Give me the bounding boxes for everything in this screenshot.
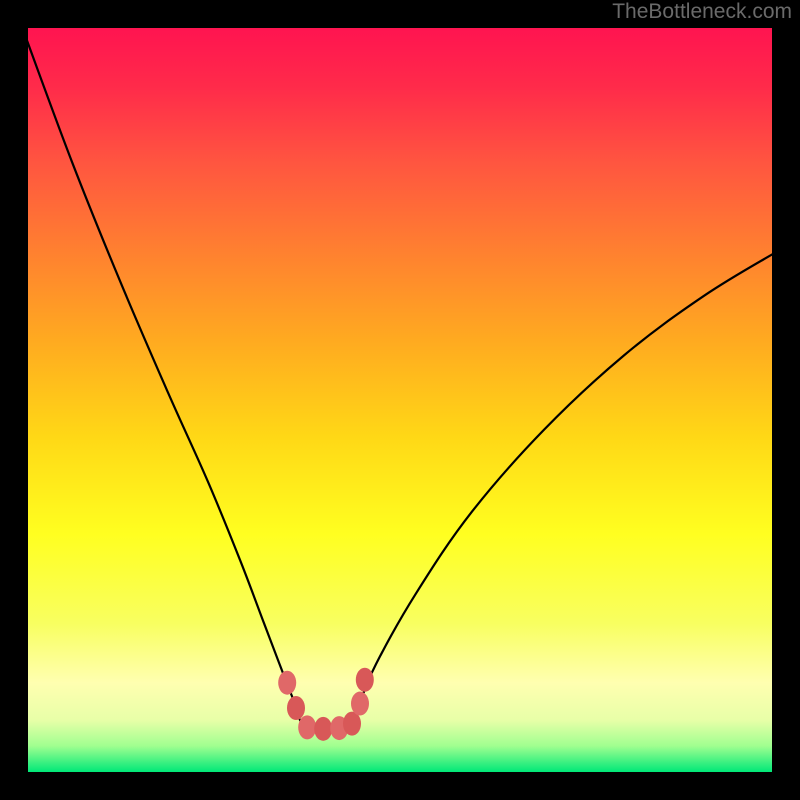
curve-marker <box>314 717 332 741</box>
curve-marker <box>298 715 316 739</box>
curve-marker <box>356 668 374 692</box>
curve-marker <box>278 671 296 695</box>
watermark-text: TheBottleneck.com <box>612 0 792 24</box>
bottleneck-chart <box>0 0 800 800</box>
curve-marker <box>287 696 305 720</box>
curve-marker <box>351 692 369 716</box>
plot-background <box>28 28 772 772</box>
